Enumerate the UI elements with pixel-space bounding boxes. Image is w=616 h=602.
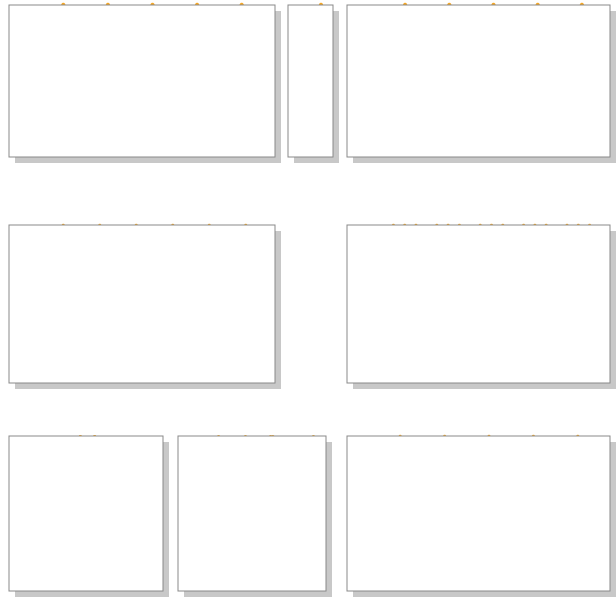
card-4	[8, 224, 276, 384]
card-5	[346, 224, 611, 384]
card-1	[8, 4, 276, 158]
card-2	[287, 4, 334, 158]
card-3	[346, 4, 611, 158]
card-6	[8, 435, 164, 592]
card-8	[346, 435, 611, 592]
card-7	[177, 435, 327, 592]
